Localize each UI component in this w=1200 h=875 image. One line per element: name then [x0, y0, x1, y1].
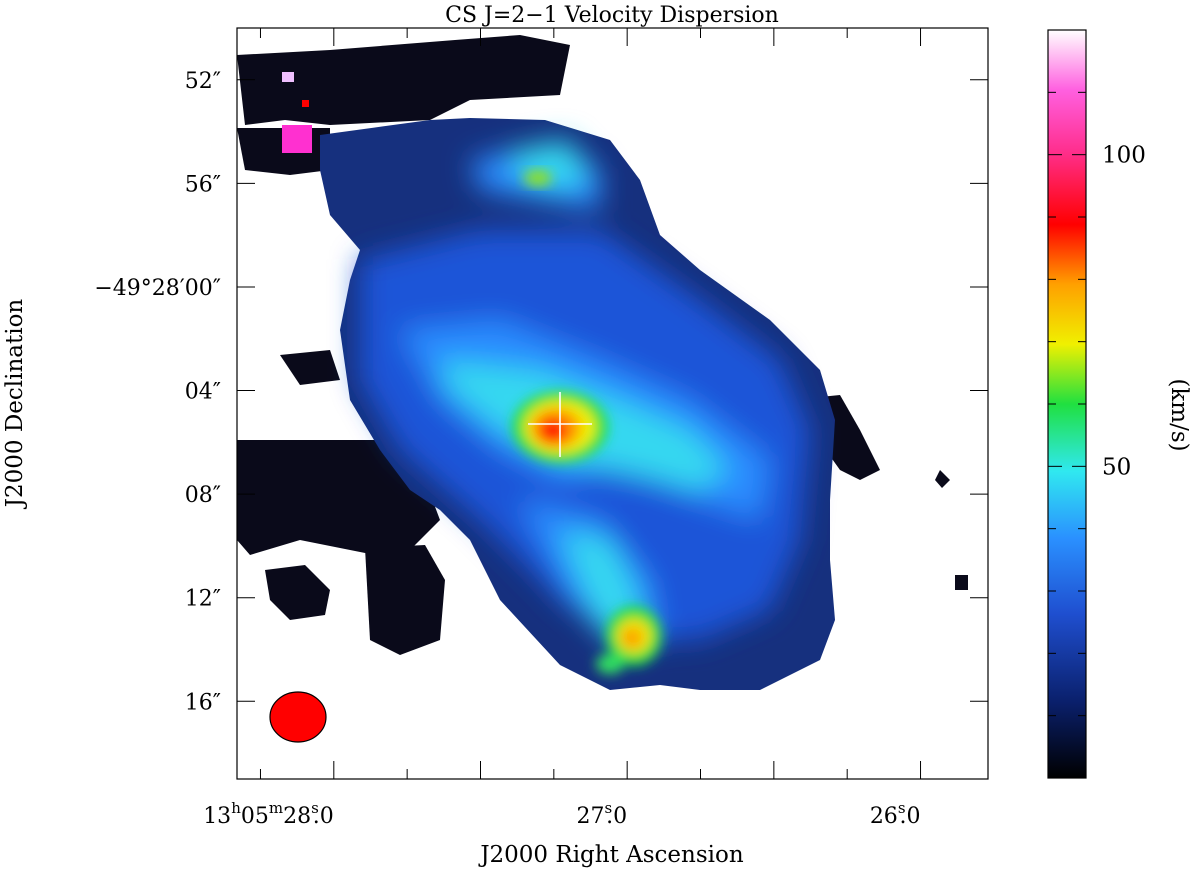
x-tick-label: 26s.0: [870, 799, 921, 829]
y-tick-label: 56″: [185, 172, 221, 197]
y-axis-label: J2000 Declination: [2, 299, 28, 510]
x-tick-decimal: .0: [313, 804, 334, 829]
heatmap-image: [237, 35, 968, 743]
x-tick-labels: 13h05m28s.0 27s.0 26s.0: [203, 799, 920, 829]
colorbar-tick-label: 100: [1102, 143, 1146, 169]
colorbar-tick-label: 50: [1102, 454, 1131, 480]
x-tick-decimal: .0: [606, 804, 627, 829]
x-tick-label: 27s.0: [576, 799, 627, 829]
x-tick-s-sup: s: [604, 799, 612, 817]
x-tick-decimal: .0: [900, 804, 921, 829]
axis-ticks: [237, 28, 988, 779]
y-tick-label: 52″: [185, 69, 221, 94]
peak-marker-cross: [528, 392, 592, 457]
x-tick-m-sup: m: [269, 799, 283, 817]
x-tick-hours: 13: [203, 804, 231, 829]
chart-title: CS J=2−1 Velocity Dispersion: [445, 3, 779, 28]
heatmap-pink-patch: [282, 125, 312, 153]
x-tick-s-sup: s: [898, 799, 906, 817]
x-tick-seconds: 28: [283, 804, 311, 829]
heatmap-southern-clump: [596, 606, 662, 674]
colorbar-label: (km/s): [1166, 378, 1192, 451]
x-tick-minutes: 05: [241, 804, 269, 829]
heatmap-red-dot: [302, 100, 309, 107]
y-tick-label: 08″: [185, 483, 221, 508]
heatmap-pink-dot: [282, 72, 294, 82]
x-tick-seconds: 27: [576, 804, 604, 829]
colorbar-ticks: [1048, 91, 1086, 717]
y-tick-labels: 52″ 56″ −49°28′00″ 04″ 08″ 12″ 16″: [94, 69, 221, 716]
x-tick-seconds: 26: [870, 804, 898, 829]
x-tick-s-sup: s: [311, 799, 319, 817]
x-tick-h-sup: h: [231, 799, 241, 817]
beam-ellipse: [269, 691, 327, 743]
heatmap-northern-clump: [524, 170, 552, 186]
plot-frame: [236, 27, 989, 780]
x-tick-label: 13h05m28s.0: [203, 799, 334, 829]
y-tick-label: 16″: [185, 690, 221, 715]
y-tick-label: 04″: [185, 380, 221, 405]
y-tick-label: −49°28′00″: [94, 276, 221, 301]
x-axis-label: J2000 Right Ascension: [478, 842, 744, 868]
colorbar-tick-labels: 50 100: [1102, 143, 1146, 481]
y-tick-label: 12″: [185, 587, 221, 612]
